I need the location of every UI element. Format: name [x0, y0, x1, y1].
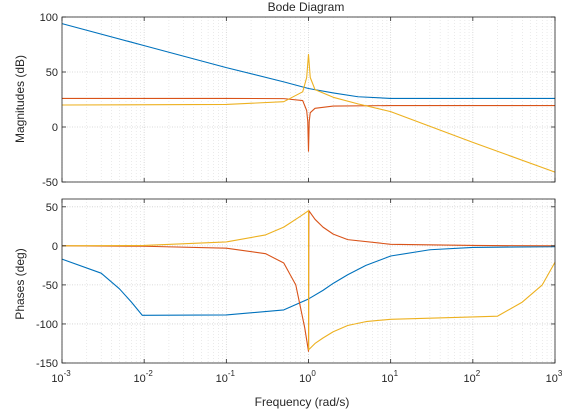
series-line-1 [61, 23, 555, 99]
x-tick-label: 10-2 [133, 369, 153, 385]
y-tick-label: 50 [46, 202, 58, 214]
x-tick-label: 103 [546, 369, 563, 385]
series-line-3 [61, 210, 556, 351]
phase-axis-title: Phases (deg) [13, 248, 27, 319]
magnitude-panel: -50 0 50 100 [40, 12, 556, 189]
series-line-1 [61, 246, 556, 316]
y-tick-label: -100 [36, 319, 58, 331]
x-tick-label: 102 [463, 369, 480, 385]
x-tick-label: 10-3 [51, 369, 71, 385]
y-tick-label: -50 [42, 177, 58, 189]
y-tick-label: 100 [40, 12, 58, 24]
x-tick-label: 101 [381, 369, 398, 385]
x-tick-label: 100 [299, 369, 316, 385]
phase-panel: -150 -100 -50 0 50 10-3 10-2 10-1 100 101 102 103 [36, 198, 563, 385]
magnitude-axis-title: Magnitudes (dB) [13, 55, 27, 143]
x-tick-label: 10-1 [216, 369, 236, 385]
chart-title: Bode Diagram [268, 0, 345, 14]
y-tick-label: 0 [52, 122, 58, 134]
y-tick-label: 50 [46, 67, 58, 79]
y-tick-label: -150 [36, 358, 58, 370]
series-line-3 [61, 53, 556, 173]
series-line-2 [62, 97, 555, 152]
y-tick-label: 0 [52, 241, 58, 253]
y-tick-label: -50 [42, 280, 58, 292]
frequency-axis-title: Frequency (rad/s) [255, 395, 350, 409]
